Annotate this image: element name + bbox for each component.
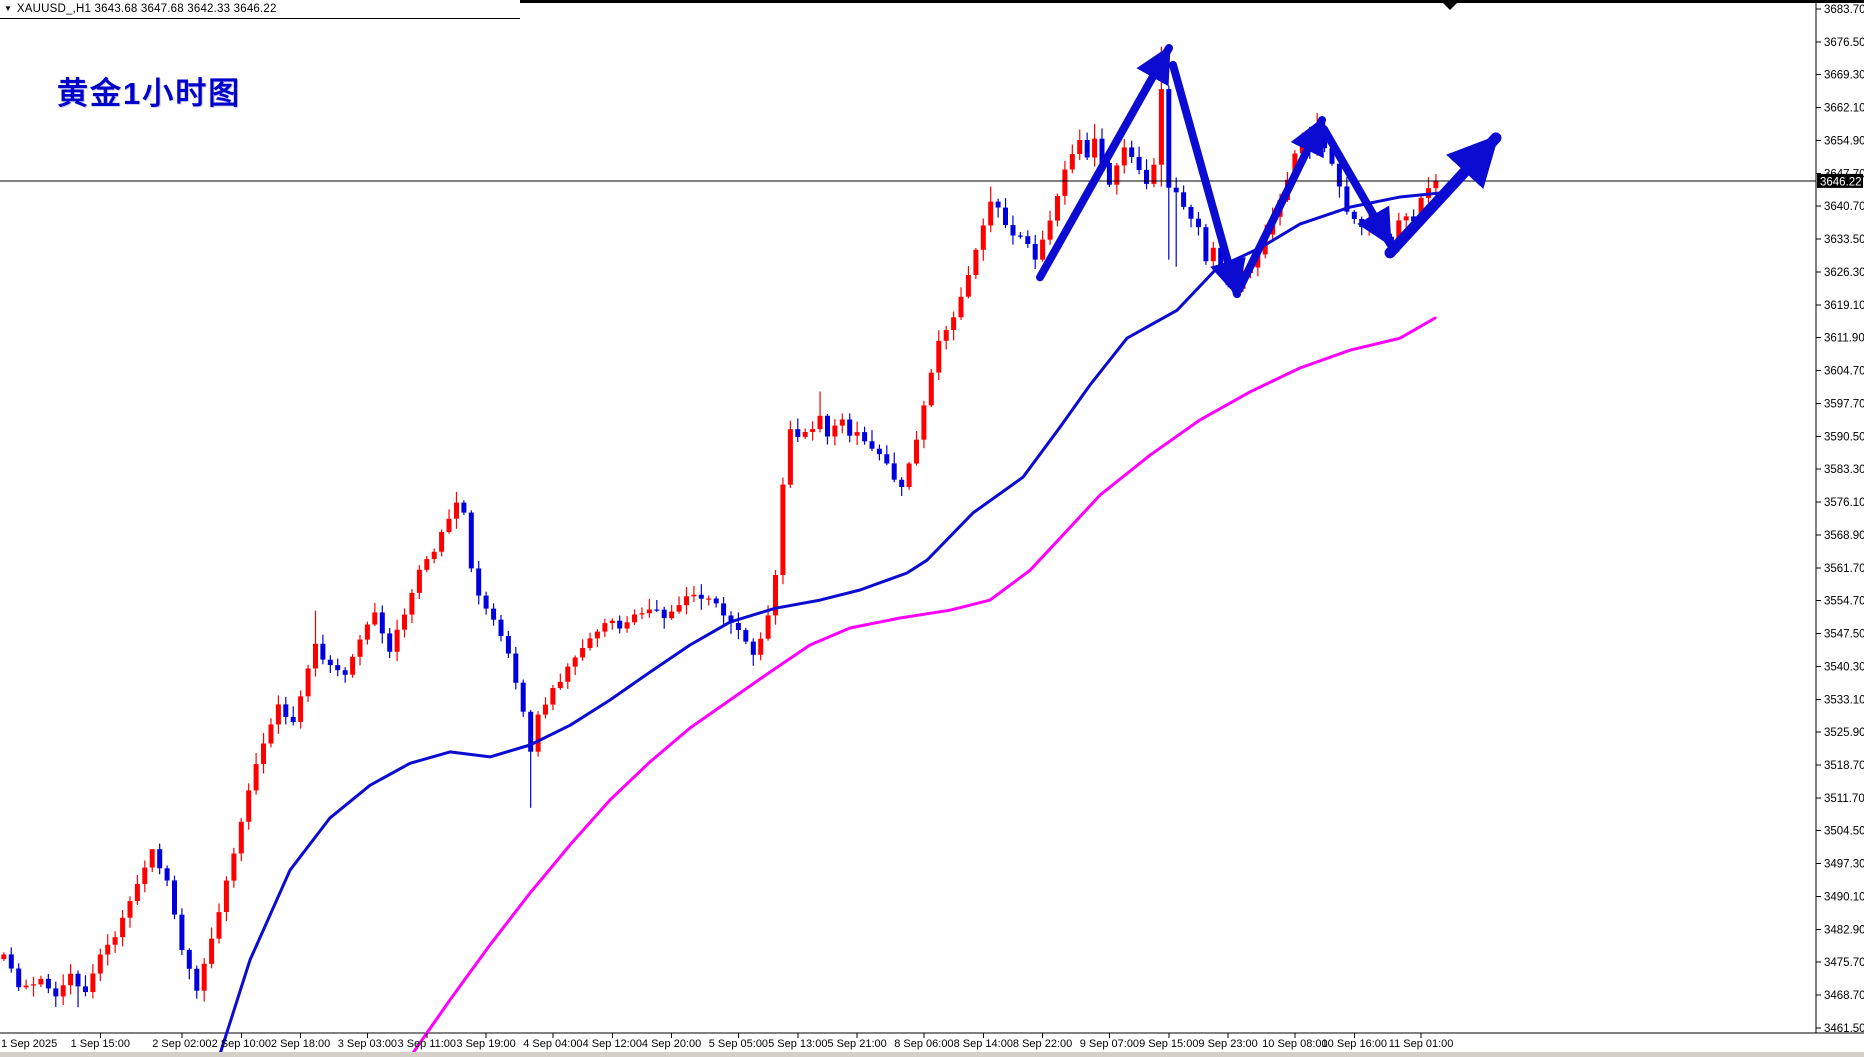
price-tick-label: 3547.50 [1824, 629, 1864, 641]
time-tick-label: 2 Sep 10:00 [212, 1038, 271, 1050]
time-tick-label: 10 Sep 16:00 [1322, 1038, 1387, 1050]
time-tick-label: 9 Sep 07:00 [1080, 1038, 1139, 1050]
price-tick-label: 3597.70 [1824, 398, 1864, 410]
price-tick-label: 3461.50 [1824, 1023, 1864, 1035]
trend-arrow-5 [1384, 132, 1502, 259]
ma-slow-line [408, 316, 1437, 1057]
price-tick-label: 3654.90 [1824, 136, 1864, 148]
time-tick-label: 5 Sep 13:00 [768, 1038, 827, 1050]
time-tick-label: 8 Sep 22:00 [1013, 1038, 1072, 1050]
chart-caption-annotation: 黄金1小时图 [57, 76, 242, 111]
price-tick-label: 3475.70 [1824, 957, 1864, 969]
time-tick-label: 1 Sep 2025 [1, 1038, 57, 1050]
price-tick-label: 3468.70 [1824, 990, 1864, 1002]
price-tick-label: 3497.30 [1824, 859, 1864, 871]
price-tick-label: 3568.90 [1824, 530, 1864, 542]
price-tick-label: 3490.10 [1824, 892, 1864, 904]
price-tick-label: 3540.30 [1824, 661, 1864, 673]
trend-arrow-1 [1036, 44, 1173, 282]
trend-arrow-4 [1320, 125, 1394, 248]
price-tick-label: 3554.70 [1824, 596, 1864, 608]
price-tick-label: 3525.90 [1824, 727, 1864, 739]
svg-text:3646.22: 3646.22 [1820, 176, 1862, 188]
price-tick-label: 3583.30 [1824, 464, 1864, 476]
price-tick-label: 3626.30 [1824, 267, 1864, 279]
symbol-ohlc-label: XAUUSD_,H1 3643.68 3647.68 3642.33 3646.… [16, 3, 277, 15]
price-tick-label: 3590.50 [1824, 431, 1864, 443]
time-tick-label: 11 Sep 01:00 [1389, 1038, 1454, 1050]
time-tick-label: 2 Sep 18:00 [271, 1038, 330, 1050]
trend-arrow-2 [1169, 60, 1246, 299]
time-tick-label: 5 Sep 21:00 [827, 1038, 886, 1050]
price-tick-label: 3533.10 [1824, 694, 1864, 706]
time-tick-label: 9 Sep 15:00 [1139, 1038, 1198, 1050]
chart-shift-marker[interactable] [1443, 3, 1457, 10]
time-tick-label: 8 Sep 06:00 [894, 1038, 953, 1050]
window-bottom-edge [0, 1052, 1864, 1057]
time-tick-label: 5 Sep 05:00 [709, 1038, 768, 1050]
time-tick-label: 4 Sep 04:00 [523, 1038, 582, 1050]
time-tick-label: 4 Sep 20:00 [642, 1038, 701, 1050]
price-tick-label: 3683.70 [1824, 4, 1864, 16]
symbol-dropdown-icon[interactable]: ▼ [4, 4, 12, 13]
trend-arrows-annotation[interactable] [1036, 44, 1502, 299]
price-tick-label: 3504.50 [1824, 826, 1864, 838]
price-tick-label: 3482.90 [1824, 924, 1864, 936]
price-tick-label: 3633.50 [1824, 234, 1864, 246]
time-tick-label: 4 Sep 12:00 [583, 1038, 642, 1050]
price-tick-label: 3576.10 [1824, 497, 1864, 509]
price-tick-label: 3511.70 [1824, 793, 1864, 805]
price-tick-label: 3561.70 [1824, 563, 1864, 575]
time-tick-label: 9 Sep 23:00 [1198, 1038, 1257, 1050]
time-tick-label: 3 Sep 19:00 [456, 1038, 515, 1050]
time-tick-label: 2 Sep 02:00 [152, 1038, 211, 1050]
time-tick-label: 8 Sep 14:00 [954, 1038, 1013, 1050]
time-tick-label: 10 Sep 08:00 [1262, 1038, 1327, 1050]
price-tick-label: 3518.70 [1824, 760, 1864, 772]
price-tick-label: 3676.50 [1824, 37, 1864, 49]
price-tick-label: 3611.90 [1824, 333, 1864, 345]
time-tick-label: 1 Sep 15:00 [71, 1038, 130, 1050]
price-tick-label: 3640.70 [1824, 201, 1864, 213]
candles-layer [1, 46, 1439, 1008]
current-price-tag: 3646.22 [1817, 173, 1863, 188]
price-tick-label: 3619.10 [1824, 300, 1864, 312]
trend-arrow-3 [1235, 116, 1326, 294]
price-tick-label: 3669.30 [1824, 70, 1864, 82]
chart-top-border [0, 0, 1864, 3]
time-axis[interactable]: 1 Sep 2025 1 Sep 15:00 2 Sep 02:00 2 Sep 10… [0, 1033, 1453, 1050]
chart-title-bar[interactable]: ▼ XAUUSD_,H1 3643.68 3647.68 3642.33 364… [0, 0, 520, 19]
price-tick-label: 3662.10 [1824, 103, 1864, 115]
time-tick-label: 3 Sep 03:00 [338, 1038, 397, 1050]
price-tick-label: 3604.70 [1824, 366, 1864, 378]
price-axis[interactable]: 3683.703676.503669.303662.103654.903647.… [1816, 4, 1864, 1035]
time-tick-label: 3 Sep 11:00 [398, 1038, 457, 1050]
